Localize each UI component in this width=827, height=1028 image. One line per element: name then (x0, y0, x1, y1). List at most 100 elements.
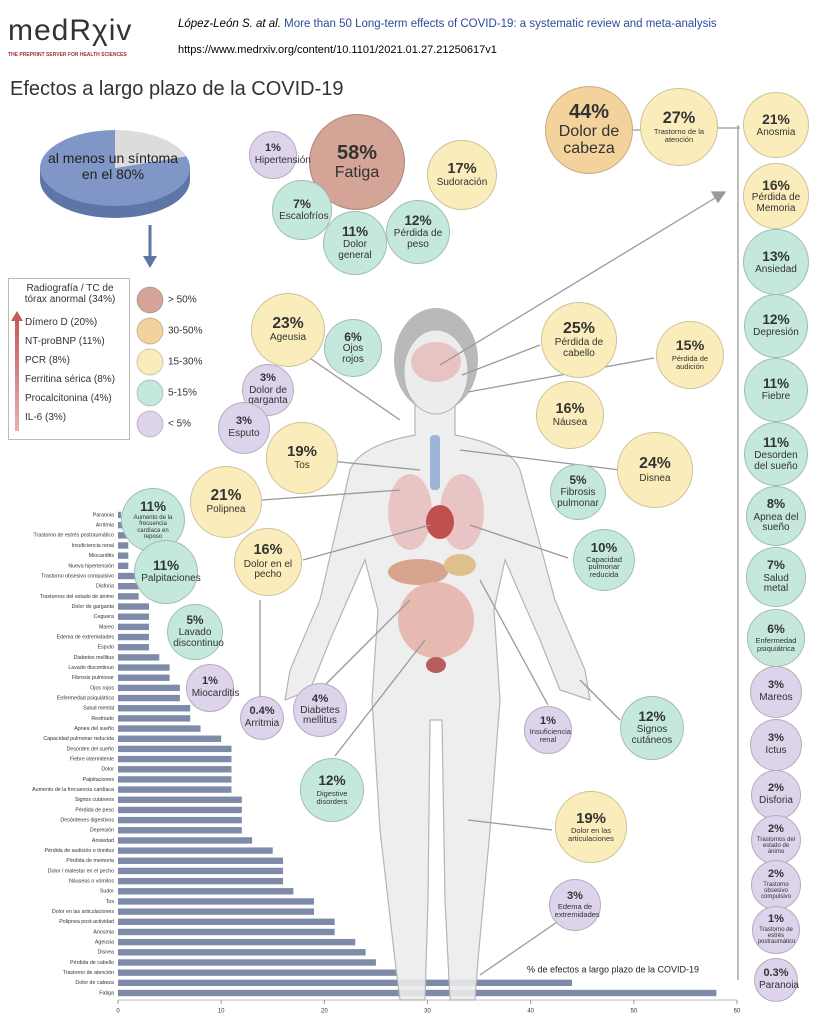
bubble-label: Paranoia (758, 980, 799, 991)
bubble-value: 17% (447, 160, 477, 177)
bar (118, 898, 315, 905)
bubble-value: 12% (318, 773, 346, 789)
bubble: 27% Trastorno de la atención (640, 88, 718, 166)
bubble: 6% Ojos rojos (324, 319, 382, 377)
heart (426, 505, 454, 539)
lab-test: Ferritina sérica (8%) (25, 374, 116, 385)
y-tick-label: Desórdenes digestivos (60, 818, 114, 824)
logo: medRχiv (8, 14, 133, 47)
stomach (444, 554, 476, 576)
legend-swatch (136, 317, 164, 345)
bubble-label: Trastornos del estado de ánimo (756, 836, 796, 856)
y-tick-label: Polipnea post-actividad (59, 919, 114, 925)
bubble-value: 6% (767, 622, 785, 637)
bubble: 7% Escalofríos (272, 180, 332, 240)
lab-test: IL-6 (3%) (25, 412, 67, 423)
bar (118, 582, 139, 590)
bar (118, 694, 180, 702)
bubble: 21% Polipnea (189, 465, 263, 539)
bubble: 12% Pérdida de peso (385, 199, 451, 265)
bladder (426, 657, 446, 673)
lab-test: Dímero D (20%) (25, 317, 98, 328)
bubble-label: Pérdida de cabello (554, 337, 604, 359)
bubble: 3% Ictus (749, 718, 803, 772)
bubble-label: Ojos rojos (342, 343, 364, 365)
bubble-value: 10% (590, 539, 618, 555)
bubble-label: Capacidad pulmonar reducida (586, 554, 622, 580)
x-tick-label: 10 (218, 1009, 225, 1015)
bubble: 21% Anosmia (743, 92, 809, 158)
pie-slice (40, 130, 190, 207)
bubble-label: Enfermedad psiquiátrica (755, 635, 797, 653)
y-tick-label: Fibrosis pulmonar (72, 675, 114, 681)
y-tick-label: Sudor (100, 889, 114, 895)
bubble: 10% Capacidad pulmonar reducida (572, 528, 636, 592)
lab-test: Procalcitonina (4%) (25, 393, 112, 404)
body-figure (284, 308, 591, 1001)
bar (118, 715, 191, 722)
bubble-label: Arritmia (244, 718, 280, 730)
bar (118, 938, 356, 946)
y-tick-label: Trastorno de atención (63, 970, 114, 976)
bubble-label: Sudoración (436, 176, 488, 188)
legend-label: 5-15% (168, 388, 197, 399)
bubble-label: Anosmia (756, 126, 796, 138)
bubble-value: 16% (762, 176, 790, 193)
y-tick-label: Pérdida de cabello (70, 960, 114, 966)
summary-pie (40, 130, 190, 218)
bar (118, 745, 232, 753)
bubble: 13% Ansiedad (743, 229, 809, 295)
bubble: 2% Trastornos del estado de ánimo (750, 814, 802, 866)
bubble-value: 3% (768, 732, 784, 745)
y-tick-label: Palpitaciones (82, 777, 114, 783)
bubble: 17% Sudoración (427, 140, 497, 210)
connector (579, 679, 621, 721)
bubble-value: 11% (762, 434, 790, 450)
bubble-value: 58% (336, 141, 378, 164)
bubble-label: Signos cutáneos (631, 724, 673, 746)
connector (319, 599, 411, 691)
bubble: 4% Diabetes mellitus (292, 682, 348, 738)
bar (118, 908, 315, 915)
pie-slice-rest (115, 130, 187, 168)
connector (467, 819, 553, 831)
bubble-label: Pérdida de audición (671, 354, 709, 371)
bubble-value: 1% (265, 142, 281, 155)
bubble-label: Aumento de la frecuencia cardíaca en rep… (133, 514, 173, 540)
bubble-label: Insuficiencia renal (529, 727, 571, 745)
bar (118, 511, 122, 519)
y-tick-label: Edema de extremidades (57, 634, 115, 640)
bubble-value: 21% (762, 110, 790, 127)
y-tick-label: Dolor (101, 767, 114, 773)
x-tick-label: 60 (734, 1009, 741, 1015)
bar (118, 979, 572, 987)
bar (118, 725, 201, 732)
y-tick-label: Capacidad pulmonar reducida (43, 736, 114, 742)
x-tick-label: 50 (630, 1009, 637, 1015)
bar (118, 969, 397, 976)
y-tick-label: Ceguera (94, 614, 114, 620)
bubble-value: 11% (341, 223, 369, 239)
bar (118, 593, 139, 600)
x-tick-label: 0 (116, 1009, 120, 1015)
y-tick-label: Aumento de la frecuencia cardíaca (32, 787, 114, 793)
bar (118, 877, 284, 885)
bubble-label: Fibrosis pulmonar (557, 487, 599, 509)
bubble-label: Dolor en las articulaciones (568, 826, 614, 844)
lab-test: PCR (8%) (25, 355, 71, 366)
bubble-label: Náusea (552, 416, 588, 428)
lab-test: Radiografía / TC de tórax anormal (34%) (24, 283, 116, 305)
bar (118, 867, 284, 875)
brain (411, 342, 461, 382)
bubble: 12% Signos cutáneos (619, 695, 685, 761)
bar (118, 684, 180, 692)
bubble-value: 11% (152, 558, 180, 574)
y-tick-label: Signos cutáneos (75, 797, 115, 803)
y-tick-label: Depresión (90, 828, 114, 834)
bubble-value: 0.4% (249, 705, 275, 718)
y-tick-label: Apnea del sueño (74, 726, 114, 732)
bubble-value: 12% (404, 212, 432, 228)
lab-arrow (15, 319, 19, 431)
bubble-label: Trastorno de la atención (653, 127, 705, 145)
